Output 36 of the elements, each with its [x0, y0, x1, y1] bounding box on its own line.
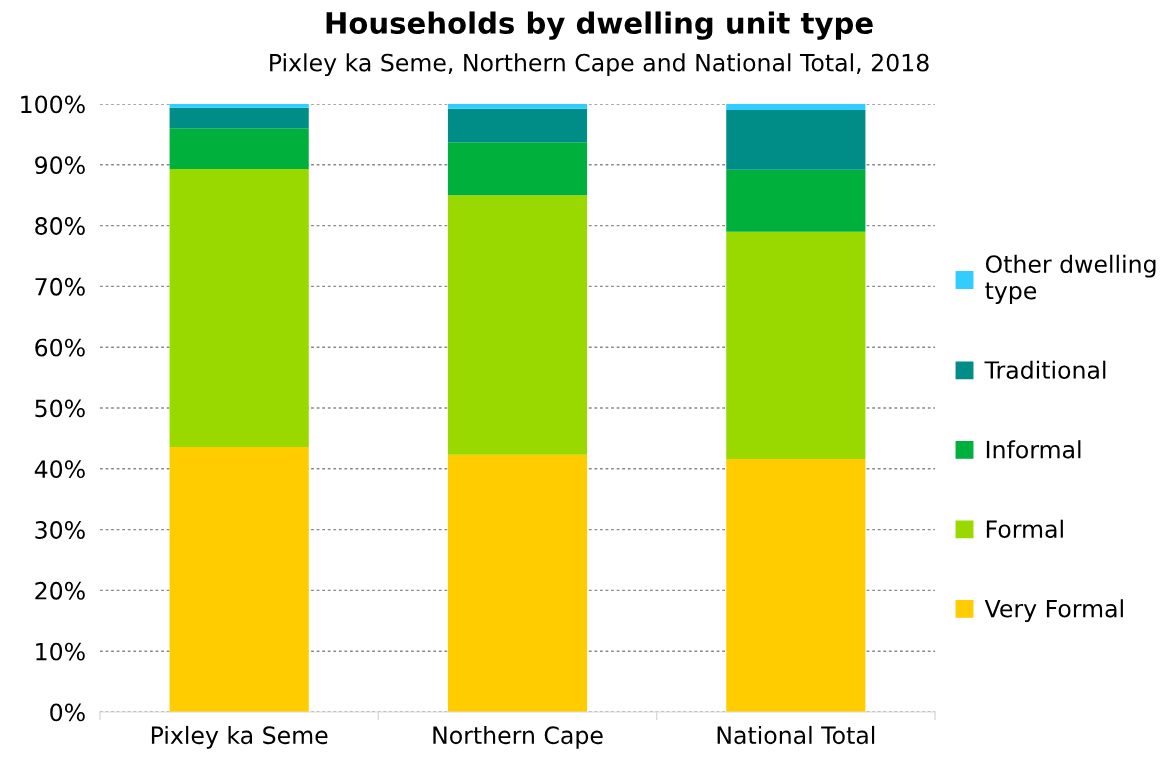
bar [726, 231, 866, 460]
legend-label: Informal [986, 440, 1081, 459]
bar [169, 128, 309, 170]
y-tick-label: 10% [36, 642, 85, 661]
bar [726, 169, 866, 232]
x-tick-label: Northern Cape [433, 725, 603, 749]
bar [169, 169, 309, 447]
bar [169, 107, 309, 129]
bar [726, 459, 866, 712]
y-tick-label: 20% [35, 581, 85, 600]
legend-label: Formal [986, 519, 1063, 538]
legend-label: Other dwelling type [985, 254, 1156, 305]
bar [447, 454, 588, 712]
y-tick-label: 0% [50, 703, 85, 722]
bar [447, 142, 588, 196]
bar [169, 104, 309, 108]
y-tick-label: 30% [35, 521, 85, 539]
y-tick-label: 40% [34, 460, 85, 479]
x-tick-label: National Total [717, 725, 875, 745]
y-tick-label: 70% [35, 277, 85, 296]
bar [447, 195, 588, 455]
bar [447, 104, 588, 109]
x-tick-label: Pixley ka Seme [151, 725, 328, 749]
y-tick-label: 80% [35, 217, 85, 235]
legend-label: Very Formal [984, 599, 1123, 623]
y-tick-label: 100% [21, 95, 85, 114]
bar [169, 446, 309, 712]
y-tick-label: 50% [35, 399, 85, 418]
bar [726, 104, 866, 111]
y-tick-label: 90% [35, 156, 85, 175]
bar [447, 108, 588, 143]
legend-label: Traditional [984, 360, 1106, 379]
bar [726, 110, 866, 170]
chart-subtitle: Pixley ka Seme, Northern Cape and National Total, 2018 [270, 53, 929, 77]
chart-title: Households by dwelling unit type [326, 11, 873, 40]
y-tick-label: 60% [35, 338, 85, 357]
